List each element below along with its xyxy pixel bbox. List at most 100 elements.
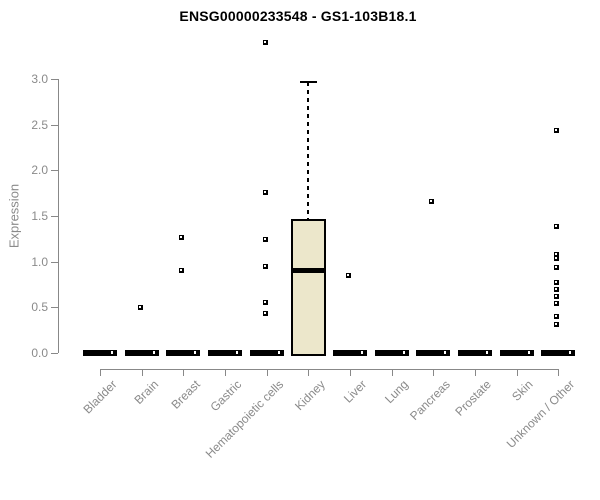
outlier-point [554,293,560,299]
y-tick-label: 1.5 [31,209,48,223]
median-line [292,268,324,274]
outlier-point [262,311,268,317]
outlier-point-center [263,301,266,304]
x-tick [266,369,268,376]
outlier-point-center [263,238,266,241]
x-tick-label-lung: Lung [382,377,411,407]
outlier-point [262,300,268,306]
outlier-point-center [263,190,266,193]
x-tick [183,369,185,376]
y-tick [51,307,58,309]
y-tick-label: 0.0 [31,346,48,360]
y-tick [51,124,58,126]
outlier-point-center [555,294,558,297]
x-tick [141,369,143,376]
zero-marker-notch [236,351,238,354]
x-tick-label-kidney: Kidney [291,377,328,414]
outlier-point [262,39,268,45]
outlier-point-center [263,264,266,267]
outlier-point [554,280,560,286]
outlier-point [262,263,268,269]
x-tick-label-bladder: Bladder [80,377,120,417]
outlier-point [554,322,560,328]
y-tick [51,216,58,217]
x-tick-label-gastric: Gastric [207,377,245,415]
outlier-point [554,264,560,270]
outlier-point-center [430,199,433,202]
outlier-point [179,235,185,241]
zero-box-bar [208,350,242,356]
outlier-point-center [555,224,558,227]
outlier-point [554,286,560,292]
outlier-point-center [555,323,558,326]
zero-box-bar [499,350,534,356]
x-tick [391,369,393,376]
outlier-point [262,237,268,243]
box-kidney [290,218,326,356]
zero-box-bar [416,350,451,356]
y-tick [51,170,58,172]
outlier-point-center [555,252,558,255]
outlier-point-center [180,269,183,272]
x-tick-label-breast: Breast [168,377,203,412]
y-tick-label: 3.0 [31,72,48,86]
outlier-point-center [263,40,266,43]
zero-box-bar [166,350,201,356]
y-tick-label: 1.0 [31,254,48,269]
outlier-point [346,272,352,278]
outlier-point-center [555,287,558,290]
zero-marker-notch [402,351,405,354]
y-axis-line [58,79,59,353]
whisker-cap [299,80,317,83]
outlier-point [137,304,143,310]
outlier-point [179,268,185,274]
outlier-point [554,127,560,133]
outlier-point-center [555,281,558,284]
y-tick [51,261,58,263]
x-tick [558,369,560,376]
zero-marker-notch [527,351,530,354]
x-tick [433,369,435,376]
outlier-point-center [180,236,183,239]
zero-marker-notch [444,351,447,354]
outlier-point-center [138,305,141,308]
outlier-point-center [347,273,350,276]
x-tick-label-hematopoietic-cells: Hematopoietic cells [202,377,286,461]
x-tick-label-liver: Liver [340,377,370,406]
zero-marker-notch [361,351,364,354]
x-tick-label-prostate: Prostate [452,377,495,419]
outlier-point-center [555,265,558,268]
zero-marker-notch [111,351,113,354]
x-tick [350,369,352,376]
x-tick [475,369,477,376]
x-tick [516,369,518,376]
zero-box-bar [83,350,117,356]
zero-marker-notch [569,351,572,354]
upper-whisker [307,81,310,219]
zero-box-bar [333,350,368,356]
outlier-point [554,313,560,319]
zero-marker-notch [194,351,197,354]
zero-marker-notch [277,351,280,354]
outlier-point [554,251,560,257]
outlier-point-center [555,257,558,260]
x-tick-label-skin: Skin [509,377,536,404]
zero-marker-notch [152,351,155,354]
outlier-point [262,189,268,195]
outlier-point [429,198,435,204]
outlier-point-center [263,312,266,315]
outlier-point-center [555,314,558,317]
y-tick-label: 2.5 [31,117,48,132]
y-tick [51,79,58,80]
zero-marker-notch [486,351,489,354]
zero-box-bar [249,350,284,356]
outlier-point-center [555,302,558,305]
zero-box-bar [458,350,493,356]
x-tick [225,369,226,376]
x-tick [308,369,310,376]
y-tick [51,353,58,354]
chart-title: ENSG00000233548 - GS1-103B18.1 [179,8,417,24]
x-tick-label-brain: Brain [131,377,161,408]
outlier-point-center [555,128,558,131]
x-tick [100,369,101,376]
